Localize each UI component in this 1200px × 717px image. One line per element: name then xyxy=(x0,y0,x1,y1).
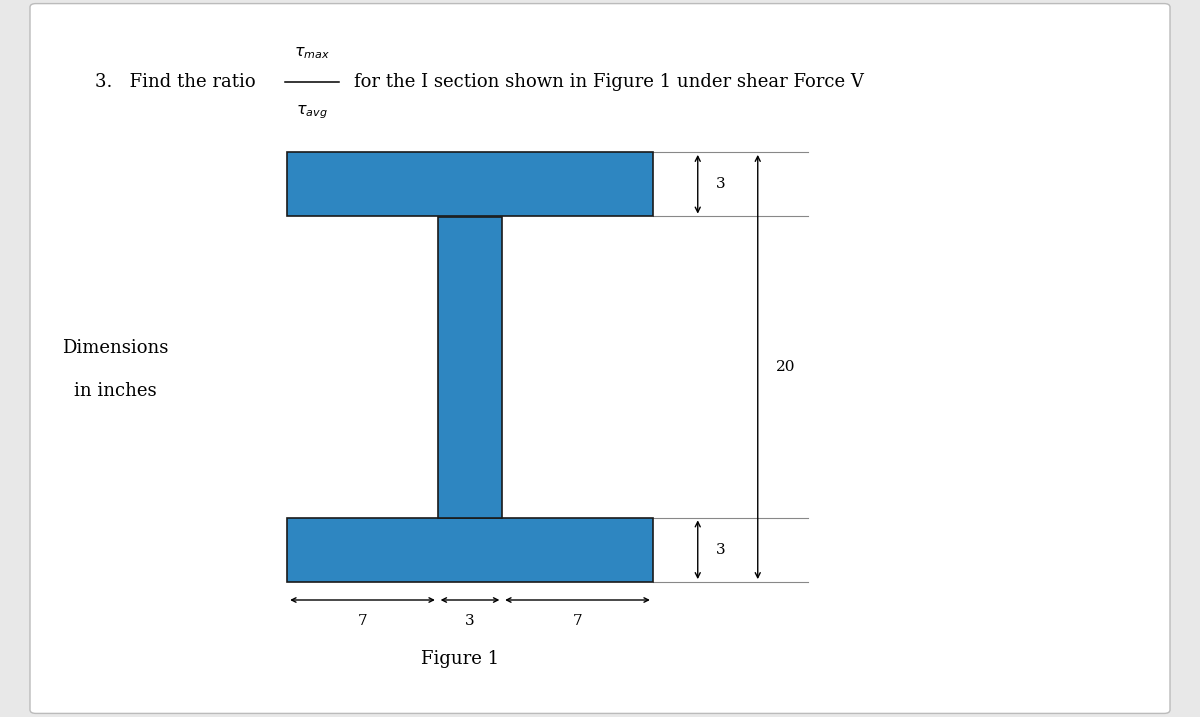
Text: $\mathit{\tau}_{max}$: $\mathit{\tau}_{max}$ xyxy=(294,44,330,61)
Text: in inches: in inches xyxy=(73,382,156,400)
Text: 7: 7 xyxy=(358,614,367,628)
Text: Figure 1: Figure 1 xyxy=(421,650,499,668)
Text: 3: 3 xyxy=(715,177,725,191)
Text: 20: 20 xyxy=(775,360,796,374)
Bar xyxy=(287,518,653,582)
Text: 3.   Find the ratio: 3. Find the ratio xyxy=(95,73,256,91)
Text: for the I section shown in Figure 1 under shear Force V: for the I section shown in Figure 1 unde… xyxy=(354,73,864,91)
Text: Dimensions: Dimensions xyxy=(62,339,168,357)
Text: 7: 7 xyxy=(572,614,582,628)
Bar xyxy=(287,152,653,217)
Text: 3: 3 xyxy=(466,614,475,628)
Text: $\mathit{\tau}_{avg}$: $\mathit{\tau}_{avg}$ xyxy=(296,103,328,120)
Text: 3: 3 xyxy=(715,543,725,556)
Bar xyxy=(438,217,503,518)
